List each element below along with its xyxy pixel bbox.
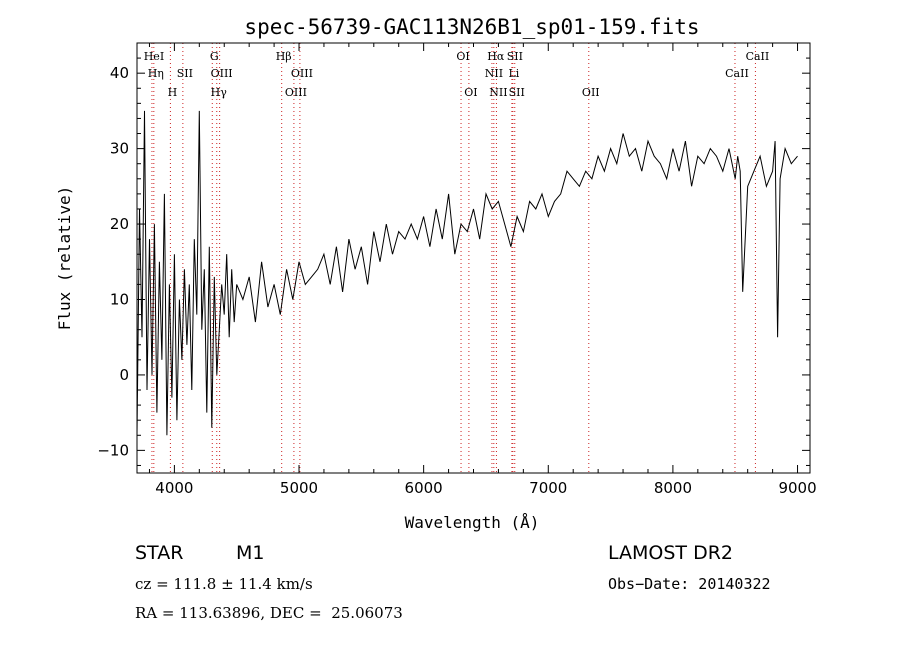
marker-label-6: Hγ	[211, 86, 228, 99]
marker-label-10: OI	[456, 50, 469, 63]
object-class: STAR	[135, 542, 184, 564]
marker-label-4: G	[210, 50, 219, 63]
marker-label-20: CaII	[725, 67, 749, 80]
survey-name: LAMOST DR2	[608, 542, 733, 564]
spectrum-line	[136, 110, 798, 436]
x-axis-ticks: 4000 5000 6000 7000 8000 9000	[148, 43, 817, 497]
marker-label-3: H	[168, 86, 178, 99]
marker-label-16: NII	[489, 86, 507, 99]
x-axis-label: Wavelength (Å)	[405, 513, 540, 532]
marker-label-0: HeI	[144, 50, 164, 63]
observation-date: Obs−Date: 20140322	[608, 575, 771, 593]
marker-label-8: OIII	[291, 67, 313, 80]
marker-label-15: Li	[508, 67, 519, 80]
marker-label-2: SII	[177, 67, 193, 80]
plot-frame	[136, 42, 811, 474]
marker-label-5: OIII	[211, 67, 233, 80]
y-tick-label-1: 0	[119, 366, 129, 384]
x-tick-label-5: 9000	[778, 479, 816, 497]
object-subclass: M1	[236, 542, 265, 564]
x-tick-label-2: 6000	[405, 479, 443, 497]
marker-label-9: OIII	[285, 86, 307, 99]
marker-label-12: Hα	[487, 50, 505, 63]
x-tick-label-3: 7000	[529, 479, 567, 497]
y-tick-label-0: −10	[97, 441, 129, 459]
marker-label-19: CaII	[746, 50, 770, 63]
redshift-cz: cz = 111.8 ± 11.4 km/s	[135, 575, 313, 593]
y-tick-label-4: 30	[110, 140, 129, 158]
y-tick-label-5: 40	[110, 64, 129, 82]
marker-label-7: Hβ	[276, 50, 292, 63]
marker-label-13: SII	[507, 50, 523, 63]
y-axis-label: Flux (relative)	[55, 186, 74, 331]
marker-label-1: Hη	[148, 67, 164, 80]
x-tick-label-4: 8000	[654, 479, 692, 497]
coordinates: RA = 113.63896, DEC = 25.06073	[135, 604, 403, 622]
marker-label-11: OI	[464, 86, 477, 99]
marker-label-18: OII	[582, 86, 600, 99]
marker-label-17: SII	[509, 86, 525, 99]
y-tick-label-2: 10	[110, 290, 129, 308]
y-axis-ticks: −10 0 10 20 30 40	[97, 42, 810, 466]
x-tick-label-1: 5000	[280, 479, 318, 497]
y-tick-label-3: 20	[110, 215, 129, 233]
marker-label-14: NII	[485, 67, 503, 80]
emission-line-markers	[151, 43, 756, 473]
chart-title: spec-56739-GAC113N26B1_sp01-159.fits	[244, 15, 699, 39]
x-tick-label-0: 4000	[155, 479, 193, 497]
